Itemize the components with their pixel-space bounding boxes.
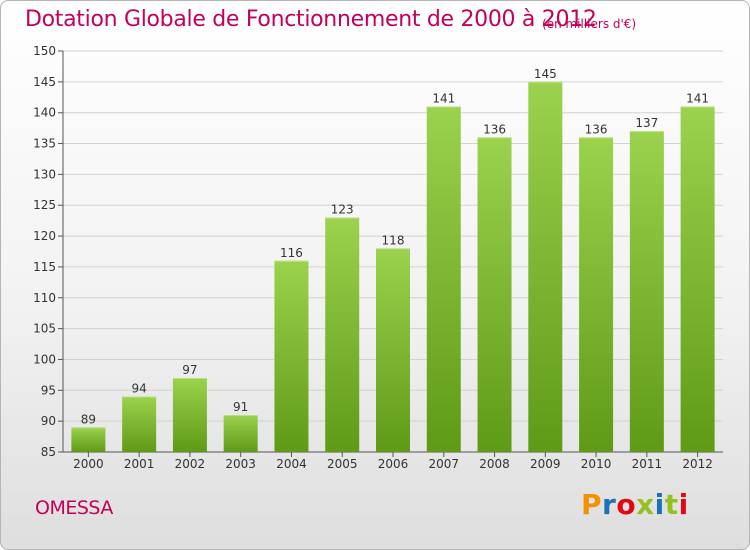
bar-2000 (71, 427, 106, 452)
x-tick-label: 2001 (124, 457, 155, 471)
data-label: 136 (483, 122, 506, 136)
y-tick-label: 150 (33, 44, 56, 58)
y-tick-label: 130 (33, 167, 56, 181)
x-tick-label: 2004 (276, 457, 307, 471)
data-label: 97 (182, 363, 197, 377)
bar-2007 (426, 106, 461, 453)
bars (71, 81, 715, 453)
chart-unit: (en milliers d'€) (542, 17, 637, 31)
x-tick-label: 2000 (73, 457, 104, 471)
logo-letter: o (616, 488, 637, 521)
logo-letter: x (636, 488, 655, 521)
y-tick-label: 110 (33, 291, 56, 305)
data-label: 118 (382, 233, 405, 247)
bar-2005 (325, 217, 360, 452)
bar-2002 (172, 377, 207, 452)
data-label: 94 (132, 381, 147, 395)
x-tick-label: 2006 (378, 457, 409, 471)
logo-letter: P (581, 488, 603, 521)
x-tick-label: 2012 (682, 457, 713, 471)
data-label: 141 (686, 92, 709, 106)
data-label: 137 (635, 116, 658, 130)
data-label: 116 (280, 246, 303, 260)
y-tick-label: 145 (33, 75, 56, 89)
bar-2004 (274, 260, 309, 452)
y-tick-label: 140 (33, 106, 56, 120)
data-label: 91 (233, 400, 248, 414)
bar-2001 (122, 396, 157, 452)
logo-letter: i (654, 488, 665, 521)
bar-2012 (680, 106, 715, 453)
x-tick-label: 2010 (581, 457, 612, 471)
x-tick-label: 2007 (428, 457, 459, 471)
x-tick-label: 2009 (530, 457, 561, 471)
data-label: 89 (81, 412, 96, 426)
data-label: 141 (432, 92, 455, 106)
y-tick-label: 105 (33, 322, 56, 336)
labels: 85 90 95 100 105 110 115 120 125 130 135 140 145 150 8… (33, 44, 713, 471)
bar-2008 (477, 137, 512, 452)
bar-2006 (376, 248, 410, 452)
logo-letter: i (678, 488, 689, 521)
x-tick-label: 2008 (479, 457, 510, 471)
y-tick-label: 90 (41, 414, 56, 428)
commune-name: OMESSA (35, 497, 113, 519)
x-tick-label: 2011 (632, 457, 663, 471)
x-tick-label: 2003 (225, 457, 256, 471)
y-tick-label: 95 (41, 383, 56, 397)
y-tick-label: 125 (33, 198, 56, 212)
x-tick-label: 2005 (327, 457, 358, 471)
bar-2011 (629, 131, 664, 452)
logo-letter: r (602, 488, 617, 521)
data-label: 145 (534, 67, 557, 81)
bar-2003 (223, 414, 258, 452)
x-tick-label: 2002 (175, 457, 206, 471)
logo-letter: t (664, 488, 679, 521)
y-tick-label: 135 (33, 137, 56, 151)
y-tick-label: 100 (33, 352, 56, 366)
bar-2010 (579, 137, 614, 452)
bar-2009 (528, 81, 563, 452)
data-label: 136 (585, 122, 608, 136)
data-label: 123 (331, 203, 354, 217)
chart-title: Dotation Globale de Fonctionnement de 20… (25, 7, 597, 32)
proxiti-logo: Proxiti (581, 488, 689, 521)
y-tick-label: 120 (33, 229, 56, 243)
y-tick-label: 85 (41, 445, 56, 459)
y-tick-label: 115 (33, 260, 56, 274)
